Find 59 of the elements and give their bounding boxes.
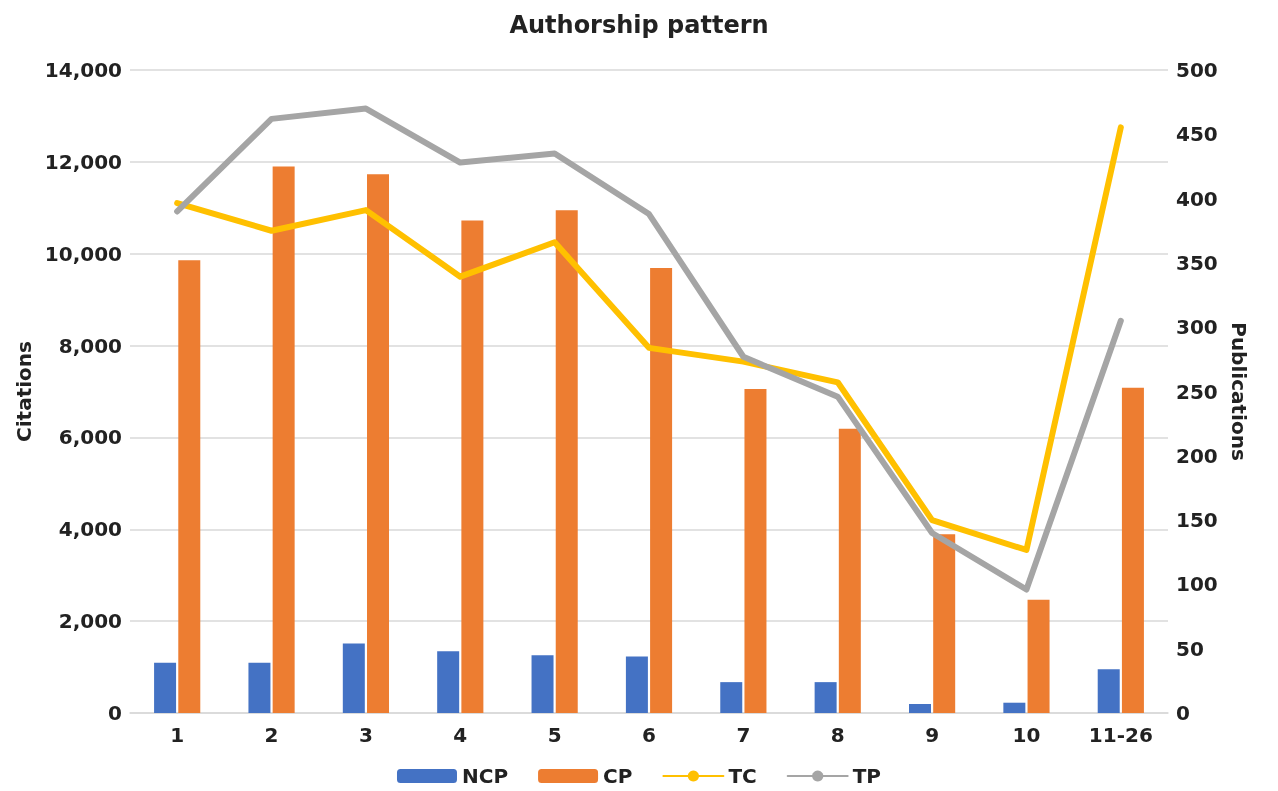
bar [908,704,931,713]
y2-tick-label: 200 [1176,443,1218,468]
y2-tick-label: 0 [1176,701,1190,725]
bar [154,662,177,713]
bar [933,534,956,713]
bar [555,210,578,713]
y2-tick-label: 250 [1176,379,1218,404]
y-tick-label: 8,000 [58,333,122,358]
bar [178,260,201,713]
bar [461,220,484,713]
bar [720,682,743,713]
y2-axis-title: Publications [1226,322,1251,461]
x-tick-label: 1 [170,723,185,747]
y2-tick-label: 300 [1176,315,1218,340]
bar [437,651,460,713]
bar [744,388,767,713]
x-tick-label: 5 [547,723,562,747]
y-axis-title: Citations [11,341,36,442]
y2-tick-label: 350 [1176,250,1218,275]
bar [531,655,554,713]
x-tick-label: 2 [264,723,279,747]
bar [272,166,295,713]
bar [1003,702,1026,713]
legend-label: TC [728,764,757,788]
y2-tick-label: 500 [1176,58,1218,82]
x-tick-label: 9 [925,723,940,747]
bar [625,656,648,713]
y2-tick-label: 400 [1176,186,1218,211]
bar [814,682,837,713]
x-tick-label: 4 [453,723,468,747]
x-tick-label: 6 [642,723,656,747]
bar [367,174,390,713]
y-tick-label: 2,000 [58,609,122,634]
legend-label: CP [603,764,633,788]
y-tick-label: 14,000 [44,58,122,82]
bar [838,428,861,713]
bar [1097,669,1120,713]
legend-label: TP [852,764,882,788]
bar [1121,387,1144,713]
chart-title: Authorship pattern [509,11,769,39]
y2-tick-label: 50 [1176,636,1204,661]
y-tick-label: 10,000 [44,241,122,266]
x-tick-label: 3 [358,723,373,747]
x-tick-label: 11-26 [1088,723,1153,747]
y2-tick-label: 150 [1176,508,1218,533]
bar [650,268,673,713]
x-tick-label: 8 [830,723,845,747]
legend-label: NCP [461,764,509,788]
bar [248,662,271,713]
y-tick-label: 6,000 [58,425,122,450]
y2-tick-label: 450 [1176,122,1218,147]
y-tick-label: 0 [108,701,122,725]
y-tick-label: 12,000 [44,149,122,174]
y-tick-label: 4,000 [58,517,122,542]
x-tick-label: 10 [1012,723,1041,747]
y2-tick-label: 100 [1176,572,1218,597]
x-tick-label: 7 [736,723,751,747]
bar [1027,599,1050,713]
bar [342,643,365,713]
